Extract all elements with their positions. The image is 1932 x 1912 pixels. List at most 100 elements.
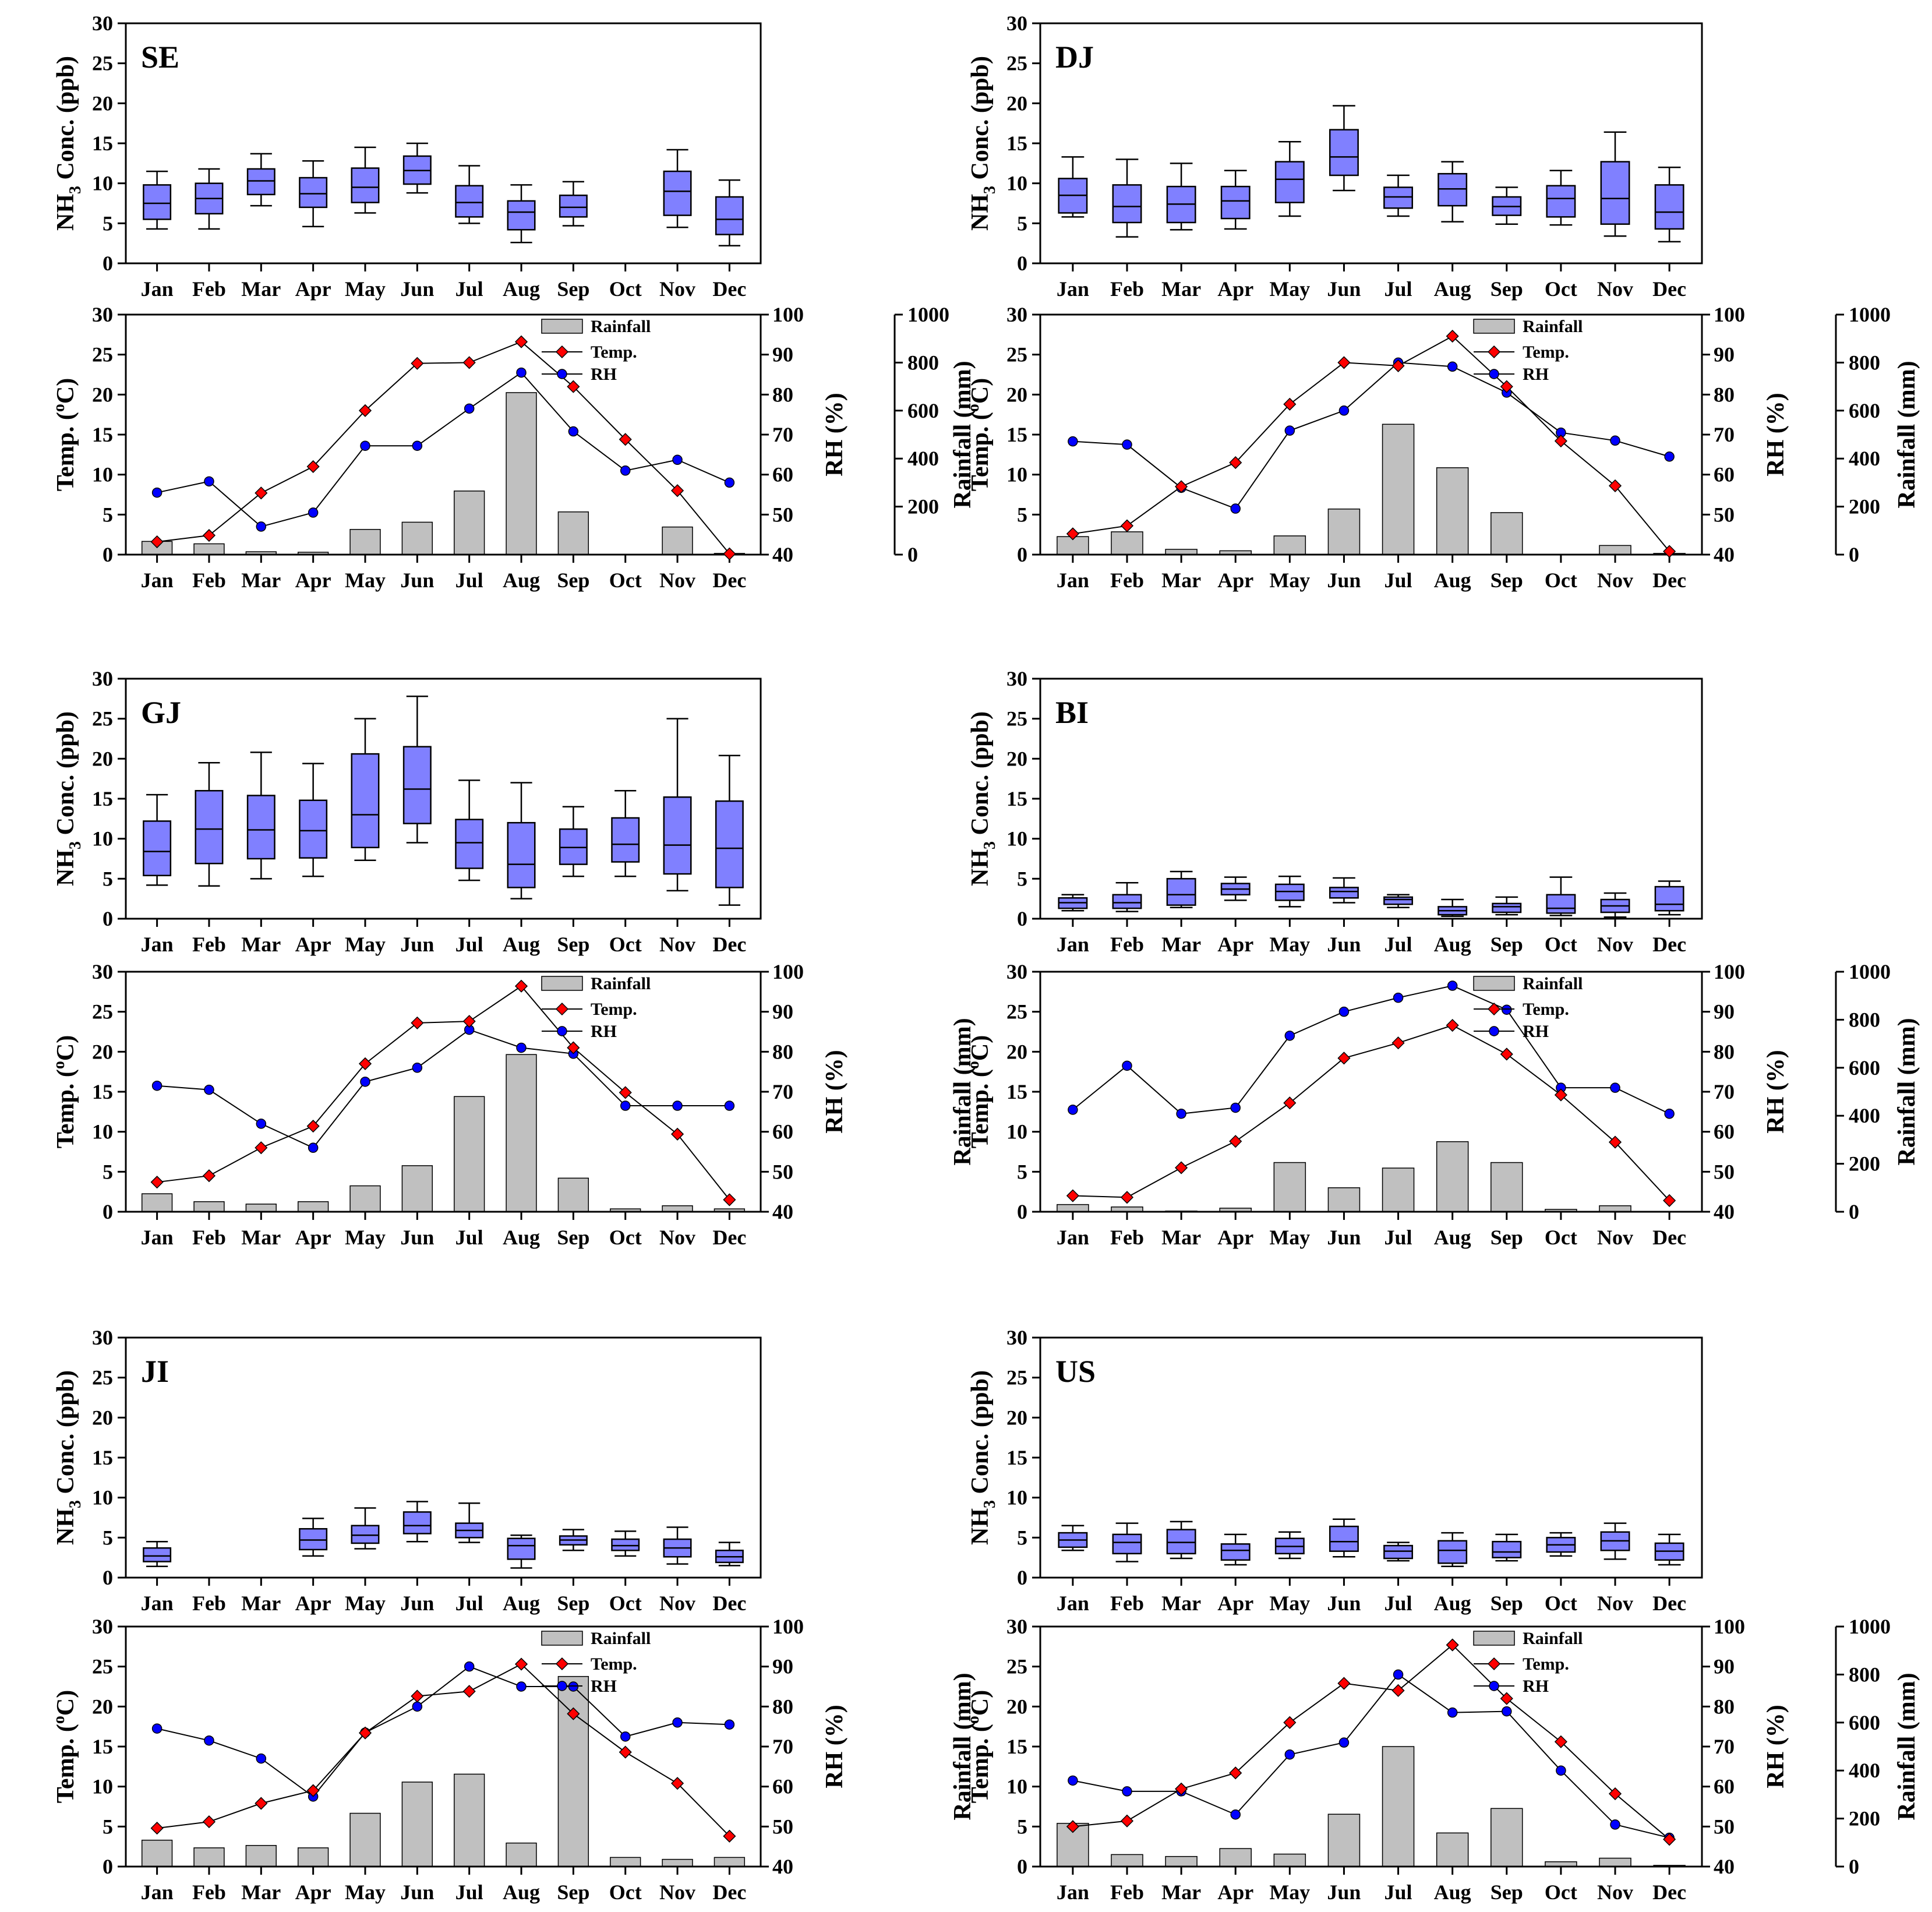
boxplot-ytick-label: 15: [1006, 132, 1027, 155]
met-xtick-label: Sep: [557, 569, 589, 592]
boxplot-ytick-label: 10: [1006, 827, 1027, 851]
rh-ytick-label: 40: [1714, 1855, 1735, 1878]
boxplot-ytick-label: 30: [92, 1326, 113, 1349]
boxplot-ytick-label: 30: [1006, 1326, 1027, 1349]
boxplot-frame: [1039, 22, 1703, 264]
box-iqr: [299, 177, 328, 209]
box-iqr: [1166, 878, 1196, 906]
rainfall-bar: [1436, 1832, 1469, 1867]
met-xtick-label: May: [345, 569, 386, 592]
temp-ylabel: Temp. (oC): [965, 1035, 994, 1148]
box-feb: [1112, 158, 1142, 238]
boxplot-ylabel: NH3 Conc. (ppb): [967, 1370, 999, 1545]
met-xtick-label: Jul: [1384, 1881, 1412, 1904]
rh-point: [1447, 980, 1458, 991]
rh-point: [672, 1717, 683, 1728]
boxplot-xtick-label: Apr: [1217, 933, 1253, 956]
boxplot-ytick-label: 20: [92, 747, 113, 770]
rainfall-ylabel: Rainfall (mm): [1894, 1018, 1920, 1165]
rainfall-ytick-label: 200: [1849, 1152, 1880, 1176]
legend-rh-label: RH: [1523, 365, 1549, 384]
temp-point: [514, 1657, 528, 1671]
temp-ytick-label: 0: [1017, 543, 1027, 566]
temp-ytick-label: 10: [92, 463, 113, 486]
temp-point: [1175, 1782, 1188, 1795]
box-iqr: [1329, 887, 1359, 899]
boxplot-xtick-label: Jan: [141, 1592, 174, 1615]
legend-rh-label: RH: [1523, 1022, 1549, 1041]
met-xtick-label: Mar: [241, 1226, 281, 1249]
box-jan: [1058, 1525, 1088, 1551]
temp-point: [1446, 1638, 1459, 1652]
box-feb: [195, 761, 224, 887]
temp-ytick-label: 5: [1017, 503, 1027, 526]
box-iqr: [507, 1537, 536, 1560]
box-aug: [1437, 161, 1468, 223]
legend-temp-label: Temp.: [591, 1000, 637, 1019]
rh-ylabel: RH (%): [821, 1050, 848, 1133]
box-oct: [611, 790, 640, 877]
boxplot-xtick-label: Jun: [400, 933, 434, 956]
box-apr: [299, 763, 328, 877]
temp-point: [723, 1829, 736, 1843]
boxplot-xtick-label: Mar: [241, 277, 281, 301]
rh-line: [1072, 1674, 1670, 1839]
temp-point: [306, 460, 320, 473]
rh-point: [412, 440, 423, 451]
temp-point: [1608, 1787, 1622, 1801]
rainfall-ylabel: Rainfall (mm): [1894, 1673, 1920, 1820]
boxplot-ytick-label: 30: [92, 12, 113, 35]
legend-temp-marker: [1488, 1657, 1501, 1671]
rh-line: [1072, 362, 1670, 510]
legend-rh-label: RH: [591, 1677, 617, 1696]
temp-line: [1072, 1644, 1670, 1840]
box-iqr: [507, 200, 536, 231]
box-sep: [1492, 896, 1522, 916]
temp-point: [670, 484, 684, 498]
boxplot-ytick-label: 0: [103, 907, 113, 930]
rh-ytick-label: 40: [1714, 1200, 1735, 1223]
met-xtick-label: Apr: [1217, 569, 1253, 592]
rainfall-bar: [557, 1177, 589, 1212]
met-xtick-label: Jul: [1384, 569, 1412, 592]
boxplot-xtick-label: Feb: [192, 1592, 226, 1615]
temp-ytick-label: 30: [1006, 303, 1027, 326]
box-may: [351, 146, 380, 214]
boxplot-ytick-label: 20: [92, 91, 113, 115]
panel-label: US: [1055, 1354, 1096, 1389]
boxplot-xtick-label: Sep: [1490, 933, 1523, 956]
rh-point: [724, 1100, 735, 1111]
rh-point: [204, 1735, 214, 1746]
met-xtick-label: Dec: [1652, 1881, 1686, 1904]
met-xtick-label: Aug: [503, 569, 540, 592]
box-iqr: [455, 185, 484, 218]
temp-ytick-label: 15: [1006, 1080, 1027, 1103]
rh-ytick-label: 80: [1714, 1695, 1735, 1718]
rainfall-bar: [141, 1193, 173, 1212]
met-xtick-label: Dec: [1652, 1226, 1686, 1249]
rh-point: [1284, 1031, 1295, 1041]
rainfall-bar: [1382, 1746, 1415, 1867]
boxplot-xtick-label: May: [1269, 277, 1310, 301]
legend-temp-marker: [1488, 345, 1501, 359]
boxplot-xtick-label: May: [345, 1592, 386, 1615]
rh-point: [1068, 436, 1078, 447]
boxplot-xtick-label: Jul: [455, 277, 483, 301]
rainfall-bar: [506, 1842, 537, 1867]
box-apr: [1220, 876, 1251, 901]
boxplot-ytick-label: 0: [1017, 907, 1027, 930]
boxplot-xtick-label: Jul: [1384, 1592, 1412, 1615]
rh-ytick-label: 80: [772, 1695, 793, 1718]
temp-ytick-label: 25: [1006, 343, 1027, 366]
met-xtick-label: Oct: [609, 569, 642, 592]
temp-point: [1283, 397, 1297, 411]
temp-ytick-label: 20: [92, 383, 113, 406]
rainfall-bar: [1327, 1814, 1361, 1867]
temp-ytick-label: 0: [103, 1200, 113, 1223]
met-xtick-label: Mar: [1161, 1881, 1201, 1904]
rainfall-bar: [1599, 1205, 1631, 1212]
boxplot-xtick-label: Mar: [1161, 277, 1201, 301]
temp-ytick-label: 10: [1006, 1120, 1027, 1144]
rh-point: [1122, 439, 1132, 450]
box-sep: [1492, 186, 1522, 225]
